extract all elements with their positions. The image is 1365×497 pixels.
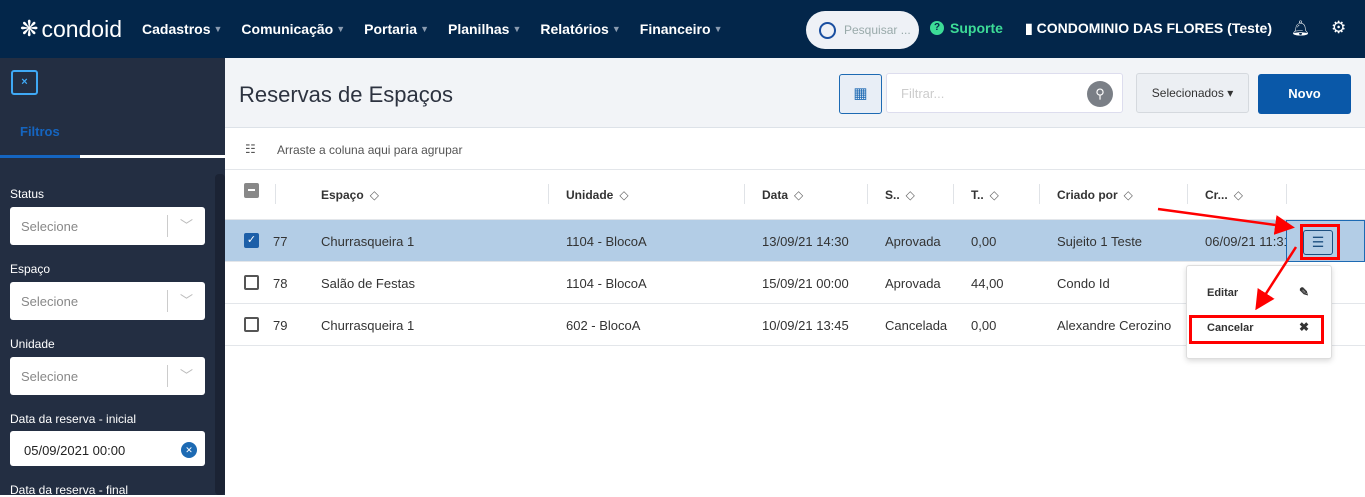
selected-dropdown[interactable]: Selecionados ▾ — [1136, 73, 1249, 113]
sort-icon: ◇ — [1123, 188, 1133, 202]
column-criado-por[interactable]: Criado por ◇ — [1057, 188, 1133, 202]
building-icon: ▮ — [1025, 20, 1037, 36]
table-icon: ▦ — [853, 85, 868, 102]
date-start-label: Data da reserva - inicial — [10, 412, 137, 426]
close-sidebar-button[interactable]: × — [11, 70, 38, 95]
table-row[interactable]: ✓ 77 Churrasqueira 1 1104 - BlocoA 13/09… — [225, 220, 1365, 262]
column-total[interactable]: T.. ◇ — [971, 188, 999, 202]
actions-cell: ☰ — [1286, 220, 1365, 262]
page-title: Reservas de Espaços — [239, 82, 453, 107]
status-label: Status — [10, 187, 45, 201]
table-header: Espaço ◇ Unidade ◇ Data ◇ S.. ◇ T.. ◇ Criado … — [225, 170, 1365, 220]
clear-icon[interactable]: ✕ — [181, 442, 197, 458]
unidade-select[interactable]: Selecione ﹀ — [10, 357, 205, 395]
caret-down-icon: ▼ — [713, 24, 723, 34]
annotation-arrow — [1255, 246, 1298, 311]
new-button[interactable]: Novo — [1258, 74, 1351, 114]
search-icon[interactable]: ⚲ — [1087, 81, 1113, 107]
global-search-input[interactable]: Pesquisar ... — [806, 11, 919, 49]
row-checkbox[interactable] — [244, 275, 259, 290]
logo[interactable]: ❋ condoid — [20, 15, 123, 42]
bell-icon[interactable]: 🔔︎ — [1291, 20, 1311, 37]
nav-cadastros[interactable]: Cadastros ▼ — [142, 21, 223, 37]
support-link[interactable]: ? Suporte — [930, 20, 1003, 36]
table-row[interactable]: 78 Salão de Festas 1104 - BlocoA 15/09/2… — [225, 262, 1365, 304]
sidebar-scrollbar[interactable] — [215, 174, 225, 495]
date-start-input[interactable]: 05/09/2021 00:00 ✕ — [10, 431, 205, 466]
nav-comunicacao[interactable]: Comunicação ▼ — [241, 21, 346, 37]
group-panel[interactable]: ☷ Arraste a coluna aqui para agrupar — [225, 128, 1365, 170]
filters-sidebar: × Filtros Status Selecione ﹀ Espaço Selec… — [0, 58, 225, 497]
column-criado-em[interactable]: Cr... ◇ — [1205, 188, 1243, 202]
annotation-arrow — [1157, 207, 1295, 235]
caret-down-icon: ▼ — [512, 24, 522, 34]
caret-down-icon: ▼ — [213, 24, 223, 34]
sort-icon: ◇ — [794, 188, 804, 202]
nav-relatorios[interactable]: Relatórios ▼ — [540, 21, 621, 37]
caret-down-icon: ▼ — [611, 24, 621, 34]
column-status[interactable]: S.. ◇ — [885, 188, 915, 202]
unidade-label: Unidade — [10, 337, 55, 351]
sort-icon: ◇ — [619, 188, 629, 202]
caret-down-icon: ▾ — [1227, 86, 1234, 100]
main-content: Reservas de Espaços ▦ Filtrar... ⚲ Seleci… — [225, 58, 1365, 495]
espaco-select[interactable]: Selecione ﹀ — [10, 282, 205, 320]
logo-icon: ❋ — [20, 16, 39, 41]
column-data[interactable]: Data ◇ — [762, 188, 804, 202]
filter-input[interactable]: Filtrar... ⚲ — [886, 73, 1123, 113]
status-select[interactable]: Selecione ﹀ — [10, 207, 205, 245]
chevron-down-icon: ﹀ — [180, 368, 194, 383]
list-icon: ☷ — [245, 142, 256, 156]
row-checkbox[interactable]: ✓ — [244, 233, 259, 248]
tab-filtros[interactable]: Filtros — [20, 124, 60, 139]
annotation-box — [1300, 224, 1340, 260]
sort-icon: ◇ — [1233, 188, 1243, 202]
annotation-box — [1189, 315, 1324, 344]
search-icon — [819, 21, 836, 39]
espaco-label: Espaço — [10, 262, 51, 276]
chevron-down-icon: ﹀ — [180, 218, 194, 233]
sliders-icon: ☰ — [1311, 234, 1325, 250]
help-icon: ? — [930, 21, 944, 35]
chevron-down-icon: ﹀ — [180, 293, 194, 308]
date-end-label: Data da reserva - final — [10, 483, 129, 497]
sort-icon: ◇ — [905, 188, 915, 202]
page-toolbar: Reservas de Espaços ▦ Filtrar... ⚲ Seleci… — [225, 58, 1365, 128]
sort-icon: ◇ — [989, 188, 999, 202]
table-row[interactable]: 79 Churrasqueira 1 602 - BlocoA 10/09/21… — [225, 304, 1365, 346]
row-checkbox[interactable] — [244, 317, 259, 332]
select-all-checkbox[interactable] — [244, 183, 259, 198]
caret-down-icon: ▼ — [420, 24, 429, 34]
row-actions-button[interactable]: ☰ — [1303, 230, 1333, 255]
column-unidade[interactable]: Unidade ◇ — [566, 188, 629, 202]
grid-view-button[interactable]: ▦ — [839, 74, 882, 114]
nav-financeiro[interactable]: Financeiro ▼ — [639, 21, 723, 37]
nav-planilhas[interactable]: Planilhas ▼ — [447, 21, 522, 37]
tab-indicator — [0, 155, 225, 158]
menu-item-editar[interactable]: Editar — [1207, 287, 1239, 299]
menu-item-cancelar[interactable]: Cancelar — [1207, 322, 1254, 334]
nav-portaria[interactable]: Portaria ▼ — [364, 21, 429, 37]
sort-icon: ◇ — [369, 188, 379, 202]
condo-selector[interactable]: ▮ CONDOMINIO DAS FLORES (Teste) — [1025, 20, 1273, 36]
column-espaco[interactable]: Espaço ◇ — [321, 188, 379, 202]
pencil-icon: ✎ — [1298, 285, 1309, 299]
top-navbar: ❋ condoid Cadastros ▼ Comunicação ▼ Portari… — [0, 0, 1365, 58]
caret-down-icon: ▼ — [336, 24, 346, 34]
close-icon: ✖ — [1298, 320, 1309, 334]
gear-icon[interactable]: ⚙ — [1331, 18, 1347, 37]
